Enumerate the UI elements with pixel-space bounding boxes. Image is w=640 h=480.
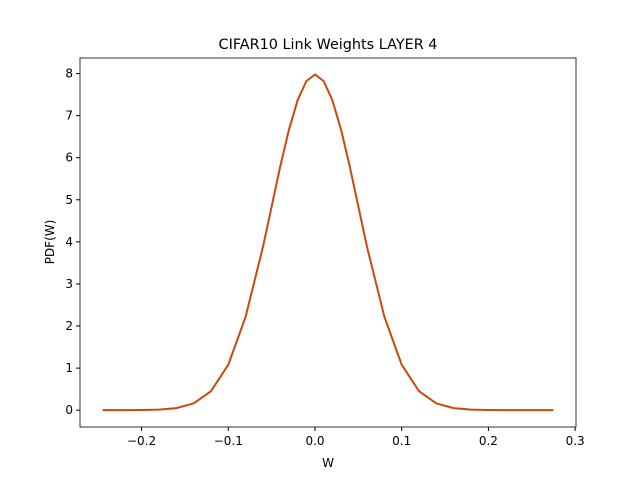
y-tick-label: 7 (65, 109, 73, 123)
x-tick-label: 0.3 (566, 434, 585, 448)
y-axis-label: PDF(W) (43, 220, 57, 265)
y-tick-label: 2 (65, 319, 73, 333)
y-tick-label: 8 (65, 67, 73, 81)
line (102, 73, 554, 412)
x-axis-label: W (322, 456, 334, 470)
x-tick-label: 0.0 (305, 434, 324, 448)
chart-title: CIFAR10 Link Weights LAYER 4 (219, 37, 438, 53)
x-tick-label: −0.2 (127, 434, 156, 448)
plot-frame (79, 57, 577, 428)
x-tick-label: −0.1 (214, 434, 243, 448)
x-tick-label: 0.2 (479, 434, 498, 448)
y-tick-label: 5 (65, 193, 73, 207)
y-tick-label: 1 (65, 361, 73, 375)
y-tick-label: 3 (65, 277, 73, 291)
y-tick-label: 0 (65, 403, 73, 417)
x-tick-label: 0.1 (392, 434, 411, 448)
y-tick-label: 4 (65, 235, 73, 249)
y-tick-label: 6 (65, 151, 73, 165)
